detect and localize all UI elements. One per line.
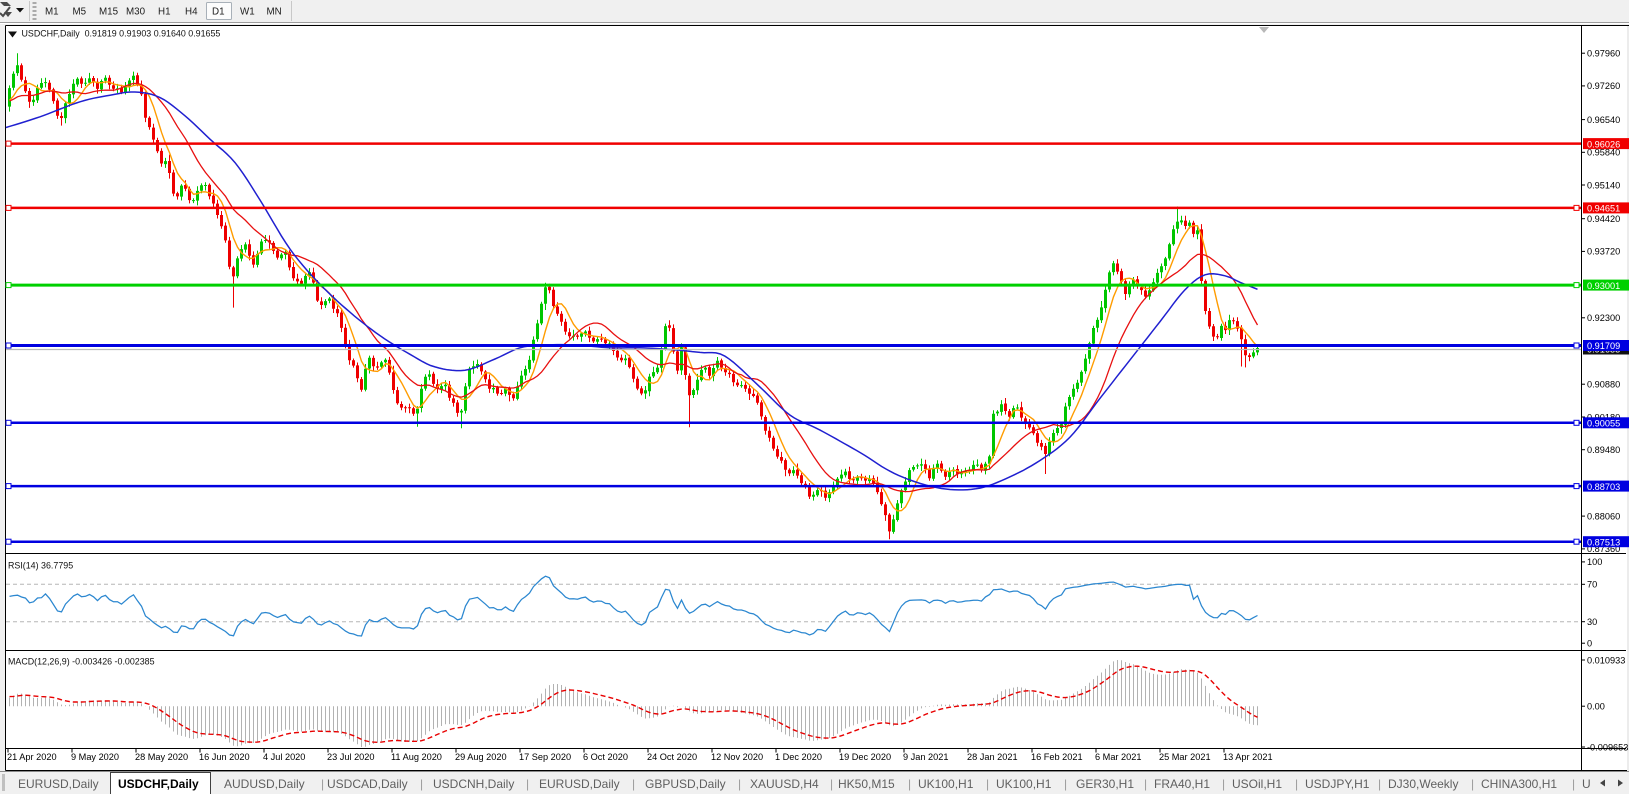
svg-text:USDJPY,H1: USDJPY,H1: [1305, 777, 1370, 791]
svg-text:1 Dec 2020: 1 Dec 2020: [775, 752, 822, 762]
svg-text:25 Mar 2021: 25 Mar 2021: [1159, 752, 1211, 762]
svg-text:11 Aug 2020: 11 Aug 2020: [391, 752, 442, 762]
svg-text:0.95840: 0.95840: [1587, 148, 1620, 158]
svg-text:100: 100: [1587, 557, 1602, 567]
svg-text:30: 30: [1587, 617, 1597, 627]
svg-text:RSI(14) 36.7795: RSI(14) 36.7795: [8, 561, 73, 571]
svg-text:|: |: [738, 777, 741, 791]
svg-text:UK100,H1: UK100,H1: [996, 777, 1052, 791]
svg-text:AUDUSD,Daily: AUDUSD,Daily: [224, 777, 305, 791]
svg-text:MACD(12,26,9) -0.003426 -0.002: MACD(12,26,9) -0.003426 -0.002385: [8, 657, 155, 667]
svg-text:0.95140: 0.95140: [1587, 180, 1620, 190]
svg-text:0.92300: 0.92300: [1587, 313, 1620, 323]
svg-text:|: |: [1144, 777, 1147, 791]
svg-text:28 May 2020: 28 May 2020: [135, 752, 188, 762]
svg-text:0.93001: 0.93001: [1587, 281, 1620, 291]
svg-text:USDCHF,Daily 0.91819 0.91903: USDCHF,Daily 0.91819 0.91903 0.91640 0.9…: [22, 29, 221, 39]
svg-text:24 Oct 2020: 24 Oct 2020: [647, 752, 697, 762]
svg-text:0.96026: 0.96026: [1587, 139, 1620, 149]
svg-text:|: |: [1295, 777, 1298, 791]
svg-text:M5: M5: [73, 7, 87, 18]
svg-text:0.90880: 0.90880: [1587, 380, 1620, 390]
svg-text:0.87360: 0.87360: [1587, 544, 1620, 554]
svg-text:0.91709: 0.91709: [1587, 341, 1620, 351]
svg-text:28 Jan 2021: 28 Jan 2021: [967, 752, 1018, 762]
svg-text:29 Aug 2020: 29 Aug 2020: [455, 752, 507, 762]
svg-text:0.89480: 0.89480: [1587, 445, 1620, 455]
svg-text:U: U: [1582, 777, 1591, 791]
svg-text:|: |: [420, 777, 423, 791]
svg-text:|: |: [1222, 777, 1225, 791]
svg-text:13 Apr 2021: 13 Apr 2021: [1223, 752, 1273, 762]
svg-text:|: |: [1378, 777, 1381, 791]
svg-text:0: 0: [1587, 639, 1592, 649]
svg-text:0.87513: 0.87513: [1587, 537, 1620, 547]
svg-text:17 Sep 2020: 17 Sep 2020: [519, 752, 571, 762]
svg-text:0.97960: 0.97960: [1587, 49, 1620, 59]
svg-text:21 Apr 2020: 21 Apr 2020: [7, 752, 57, 762]
svg-text:-0.009653: -0.009653: [1587, 742, 1628, 752]
svg-text:M30: M30: [126, 7, 146, 18]
svg-text:W1: W1: [240, 7, 255, 18]
svg-text:USDCNH,Daily: USDCNH,Daily: [433, 777, 514, 791]
svg-text:EURUSD,Daily: EURUSD,Daily: [18, 777, 99, 791]
svg-text:0.00: 0.00: [1587, 702, 1605, 712]
svg-text:CHINA300,H1: CHINA300,H1: [1481, 777, 1557, 791]
svg-text:MN: MN: [267, 7, 282, 18]
svg-text:DJ30,Weekly: DJ30,Weekly: [1388, 777, 1458, 791]
svg-text:EURUSD,Daily: EURUSD,Daily: [539, 777, 620, 791]
svg-text:|: |: [526, 777, 529, 791]
svg-text:0.96540: 0.96540: [1587, 115, 1620, 125]
svg-text:GER30,H1: GER30,H1: [1076, 777, 1134, 791]
svg-text:0.94420: 0.94420: [1587, 214, 1620, 224]
svg-text:USOil,H1: USOil,H1: [1232, 777, 1282, 791]
svg-text:|: |: [632, 777, 635, 791]
svg-text:FRA40,H1: FRA40,H1: [1154, 777, 1210, 791]
svg-text:0.97260: 0.97260: [1587, 81, 1620, 91]
svg-text:|: |: [1064, 777, 1067, 791]
svg-text:0.88060: 0.88060: [1587, 511, 1620, 521]
svg-text:19 Dec 2020: 19 Dec 2020: [839, 752, 891, 762]
svg-text:UK100,H1: UK100,H1: [918, 777, 974, 791]
svg-text:12 Nov 2020: 12 Nov 2020: [711, 752, 763, 762]
svg-text:|: |: [908, 777, 911, 791]
svg-text:70: 70: [1587, 580, 1597, 590]
svg-text:|: |: [321, 777, 324, 791]
svg-text:H1: H1: [158, 7, 171, 18]
svg-text:GBPUSD,Daily: GBPUSD,Daily: [645, 777, 726, 791]
svg-text:0.90055: 0.90055: [1587, 419, 1620, 429]
svg-text:16 Feb 2021: 16 Feb 2021: [1031, 752, 1083, 762]
svg-text:|: |: [830, 777, 833, 791]
svg-text:XAUUSD,H4: XAUUSD,H4: [750, 777, 819, 791]
svg-text:23 Jul 2020: 23 Jul 2020: [327, 752, 375, 762]
svg-text:D1: D1: [212, 7, 225, 18]
svg-text:9 Jan 2021: 9 Jan 2021: [903, 752, 948, 762]
svg-text:HK50,M15: HK50,M15: [838, 777, 895, 791]
svg-text:16 Jun 2020: 16 Jun 2020: [199, 752, 250, 762]
svg-text:M15: M15: [99, 7, 119, 18]
svg-text:6 Oct 2020: 6 Oct 2020: [583, 752, 628, 762]
svg-text:USDCAD,Daily: USDCAD,Daily: [327, 777, 408, 791]
svg-text:0.94651: 0.94651: [1587, 204, 1620, 214]
svg-text:|: |: [1572, 777, 1575, 791]
svg-text:0.010933: 0.010933: [1587, 655, 1625, 665]
svg-text:4 Jul 2020: 4 Jul 2020: [263, 752, 305, 762]
svg-text:|: |: [1471, 777, 1474, 791]
svg-text:9 May 2020: 9 May 2020: [71, 752, 119, 762]
svg-text:M1: M1: [45, 7, 59, 18]
svg-text:|: |: [986, 777, 989, 791]
svg-text:0.93720: 0.93720: [1587, 247, 1620, 257]
svg-text:6 Mar 2021: 6 Mar 2021: [1095, 752, 1141, 762]
svg-text:H4: H4: [185, 7, 198, 18]
svg-text:0.88703: 0.88703: [1587, 482, 1620, 492]
svg-text:USDCHF,Daily: USDCHF,Daily: [118, 777, 199, 791]
